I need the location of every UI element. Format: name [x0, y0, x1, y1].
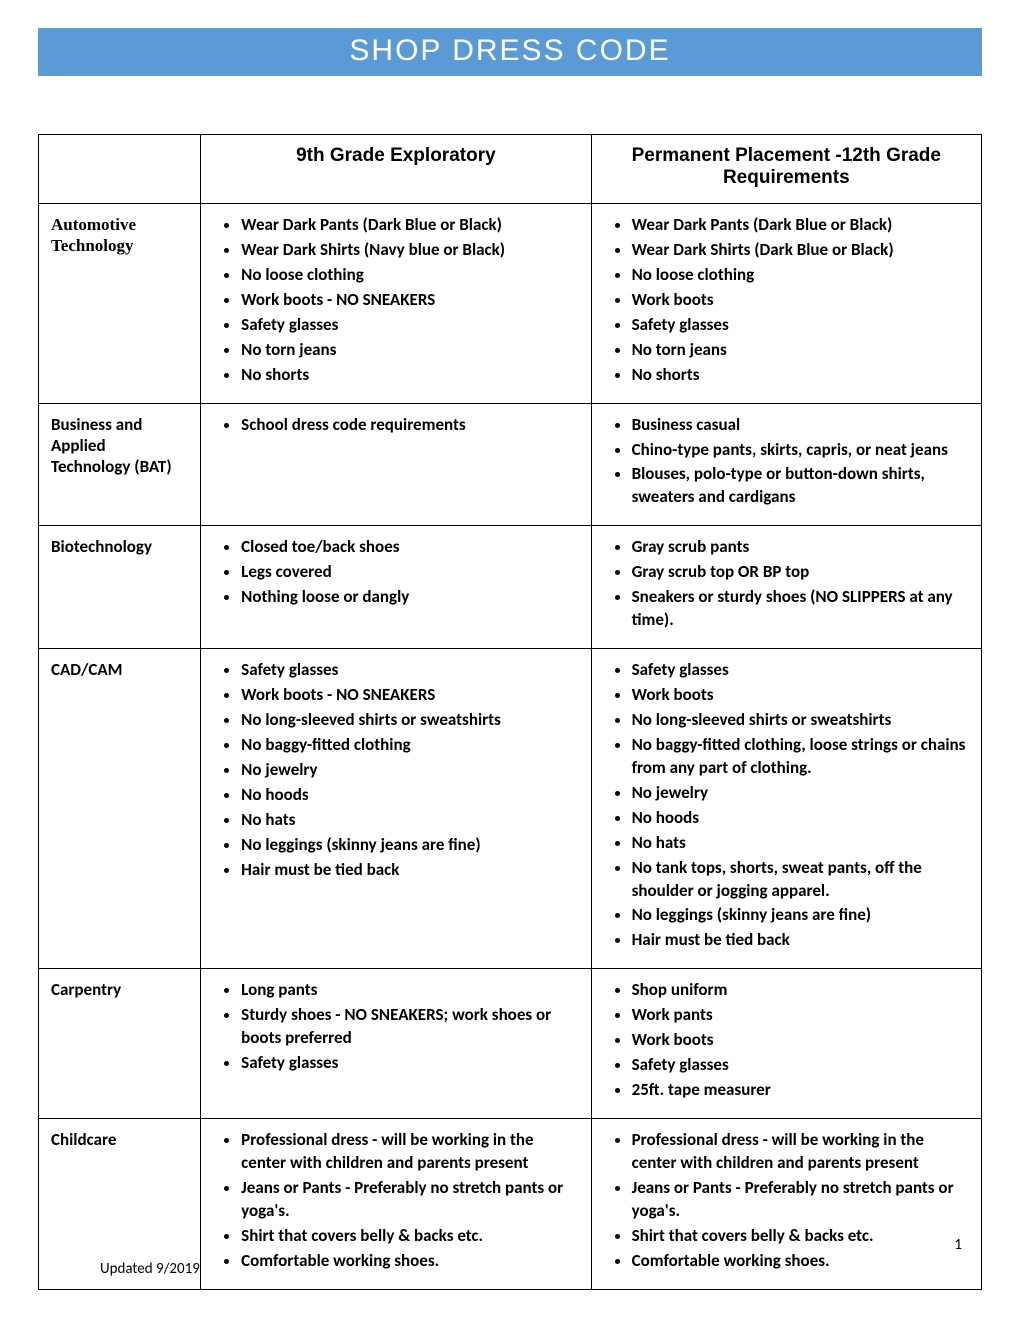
row-label: Business and Applied Technology (BAT): [39, 403, 201, 526]
list-item: No shorts: [632, 364, 969, 387]
exploratory-list: School dress code requirements: [213, 414, 578, 437]
permanent-cell: Wear Dark Pants (Dark Blue or Black)Wear…: [591, 204, 981, 404]
list-item: No hats: [632, 832, 969, 855]
list-item: Gray scrub pants: [632, 536, 969, 559]
dress-code-table: 9th Grade Exploratory Permanent Placemen…: [38, 134, 982, 1290]
list-item: Wear Dark Shirts (Navy blue or Black): [241, 239, 578, 262]
list-item: No baggy-fitted clothing: [241, 734, 578, 757]
permanent-list: Professional dress - will be working in …: [604, 1129, 969, 1273]
list-item: Wear Dark Pants (Dark Blue or Black): [632, 214, 969, 237]
list-item: Legs covered: [241, 561, 578, 584]
list-item: Work boots: [632, 684, 969, 707]
list-item: Professional dress - will be working in …: [241, 1129, 578, 1175]
table-row: CarpentryLong pantsSturdy shoes - NO SNE…: [39, 969, 982, 1119]
list-item: Nothing loose or dangly: [241, 586, 578, 609]
list-item: Work boots: [632, 1029, 969, 1052]
list-item: No hoods: [241, 784, 578, 807]
permanent-list: Gray scrub pantsGray scrub top OR BP top…: [604, 536, 969, 632]
list-item: Closed toe/back shoes: [241, 536, 578, 559]
updated-date: Updated 9/2019: [38, 1260, 200, 1278]
list-item: Gray scrub top OR BP top: [632, 561, 969, 584]
list-item: Professional dress - will be working in …: [632, 1129, 969, 1175]
page-number: 1: [954, 1236, 962, 1254]
list-item: Shirt that covers belly & backs etc.: [241, 1225, 578, 1248]
list-item: No long-sleeved shirts or sweatshirts: [632, 709, 969, 732]
list-item: Hair must be tied back: [632, 929, 969, 952]
list-item: No tank tops, shorts, sweat pants, off t…: [632, 857, 969, 903]
permanent-cell: Business casualChino-type pants, skirts,…: [591, 403, 981, 526]
list-item: No hoods: [632, 807, 969, 830]
row-label: Automotive Technology: [39, 204, 201, 404]
list-item: Chino-type pants, skirts, capris, or nea…: [632, 439, 969, 462]
exploratory-cell: Closed toe/back shoesLegs coveredNothing…: [201, 526, 591, 649]
list-item: Jeans or Pants - Preferably no stretch p…: [632, 1177, 969, 1223]
list-item: Hair must be tied back: [241, 859, 578, 882]
list-item: Work boots - NO SNEAKERS: [241, 684, 578, 707]
table-row: BiotechnologyClosed toe/back shoesLegs c…: [39, 526, 982, 649]
table-header-row: 9th Grade Exploratory Permanent Placemen…: [39, 135, 982, 204]
list-item: Safety glasses: [632, 314, 969, 337]
row-label: CAD/CAM: [39, 649, 201, 969]
list-item: No torn jeans: [241, 339, 578, 362]
page-footer: 1 Updated 9/2019: [38, 1260, 982, 1278]
permanent-cell: Shop uniformWork pantsWork bootsSafety g…: [591, 969, 981, 1119]
list-item: Work boots: [632, 289, 969, 312]
row-label: Carpentry: [39, 969, 201, 1119]
list-item: Safety glasses: [241, 659, 578, 682]
list-item: No hats: [241, 809, 578, 832]
list-item: No loose clothing: [241, 264, 578, 287]
list-item: Jeans or Pants - Preferably no stretch p…: [241, 1177, 578, 1223]
list-item: No torn jeans: [632, 339, 969, 362]
list-item: No shorts: [241, 364, 578, 387]
header-empty: [39, 135, 201, 204]
list-item: Sneakers or sturdy shoes (NO SLIPPERS at…: [632, 586, 969, 632]
list-item: Wear Dark Shirts (Dark Blue or Black): [632, 239, 969, 262]
list-item: No baggy-fitted clothing, loose strings …: [632, 734, 969, 780]
list-item: School dress code requirements: [241, 414, 578, 437]
list-item: No jewelry: [241, 759, 578, 782]
permanent-list: Shop uniformWork pantsWork bootsSafety g…: [604, 979, 969, 1102]
list-item: Safety glasses: [632, 659, 969, 682]
header-exploratory: 9th Grade Exploratory: [201, 135, 591, 204]
list-item: Business casual: [632, 414, 969, 437]
list-item: Sturdy shoes - NO SNEAKERS; work shoes o…: [241, 1004, 578, 1050]
permanent-list: Safety glassesWork bootsNo long-sleeved …: [604, 659, 969, 952]
exploratory-list: Long pantsSturdy shoes - NO SNEAKERS; wo…: [213, 979, 578, 1075]
list-item: Safety glasses: [241, 1052, 578, 1075]
list-item: No leggings (skinny jeans are fine): [632, 904, 969, 927]
page-title-bar: SHOP DRESS CODE: [38, 28, 982, 76]
exploratory-list: Wear Dark Pants (Dark Blue or Black)Wear…: [213, 214, 578, 387]
table-row: CAD/CAMSafety glassesWork boots - NO SNE…: [39, 649, 982, 969]
exploratory-list: Professional dress - will be working in …: [213, 1129, 578, 1273]
exploratory-cell: Safety glassesWork boots - NO SNEAKERSNo…: [201, 649, 591, 969]
permanent-cell: Gray scrub pantsGray scrub top OR BP top…: [591, 526, 981, 649]
list-item: Work pants: [632, 1004, 969, 1027]
list-item: Shirt that covers belly & backs etc.: [632, 1225, 969, 1248]
header-permanent: Permanent Placement -12th Grade Requirem…: [591, 135, 981, 204]
list-item: Safety glasses: [632, 1054, 969, 1077]
list-item: No jewelry: [632, 782, 969, 805]
list-item: No long-sleeved shirts or sweatshirts: [241, 709, 578, 732]
list-item: 25ft. tape measurer: [632, 1079, 969, 1102]
list-item: Wear Dark Pants (Dark Blue or Black): [241, 214, 578, 237]
table-row: Business and Applied Technology (BAT) Sch…: [39, 403, 982, 526]
list-item: Blouses, polo-type or button-down shirts…: [632, 463, 969, 509]
table-row: Automotive TechnologyWear Dark Pants (Da…: [39, 204, 982, 404]
permanent-list: Wear Dark Pants (Dark Blue or Black)Wear…: [604, 214, 969, 387]
list-item: Shop uniform: [632, 979, 969, 1002]
list-item: No loose clothing: [632, 264, 969, 287]
permanent-list: Business casualChino-type pants, skirts,…: [604, 414, 969, 510]
permanent-cell: Safety glassesWork bootsNo long-sleeved …: [591, 649, 981, 969]
exploratory-cell: School dress code requirements: [201, 403, 591, 526]
list-item: Work boots - NO SNEAKERS: [241, 289, 578, 312]
exploratory-cell: Wear Dark Pants (Dark Blue or Black)Wear…: [201, 204, 591, 404]
list-item: Long pants: [241, 979, 578, 1002]
list-item: Safety glasses: [241, 314, 578, 337]
exploratory-cell: Long pantsSturdy shoes - NO SNEAKERS; wo…: [201, 969, 591, 1119]
list-item: No leggings (skinny jeans are fine): [241, 834, 578, 857]
row-label: Biotechnology: [39, 526, 201, 649]
exploratory-list: Safety glassesWork boots - NO SNEAKERSNo…: [213, 659, 578, 881]
exploratory-list: Closed toe/back shoesLegs coveredNothing…: [213, 536, 578, 609]
